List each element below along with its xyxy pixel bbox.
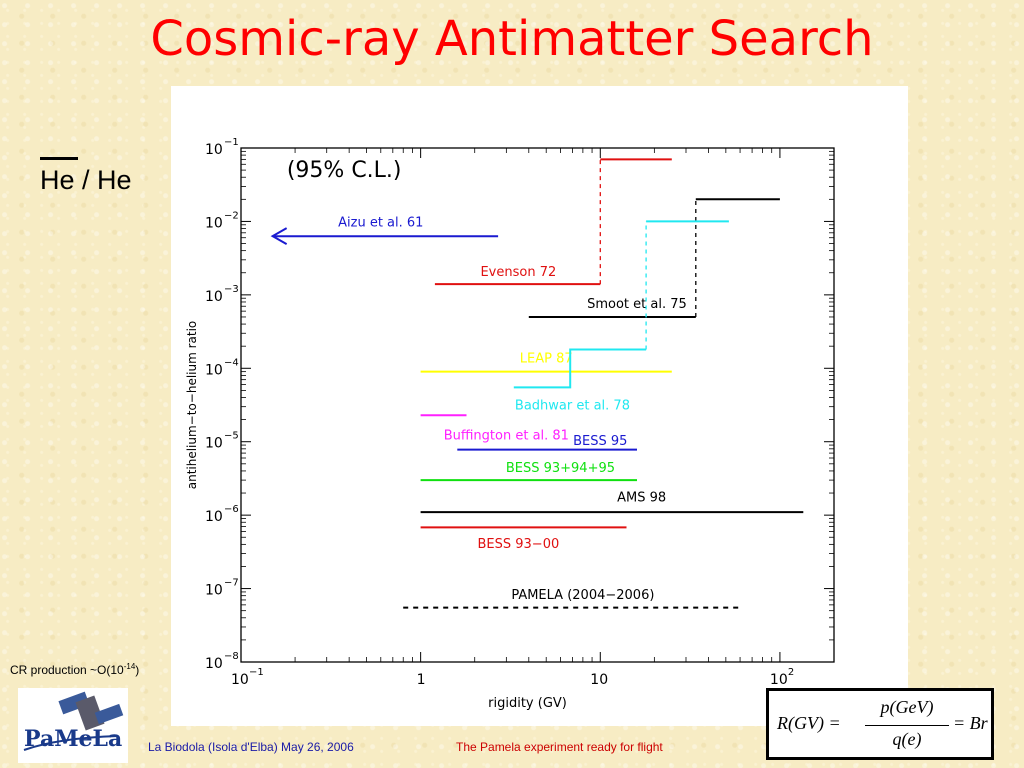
x-tick-label: 10 [590,672,608,688]
y-tick-label: 10 [205,289,223,305]
series-ams-98-label: AMS 98 [617,490,666,505]
cr-production-note: CR production ~O(10-14) [10,662,139,677]
x-tick-exponent: −1 [249,667,264,678]
slide-title: Cosmic-ray Antimatter Search [150,11,874,67]
y-tick-exponent: −6 [224,504,239,515]
cr-production-text: CR production ~O(10 [10,663,124,677]
y-tick-label: 10 [205,656,223,672]
y-tick-exponent: −7 [224,578,239,589]
series-aizu-et-al-61-arrow [270,227,288,246]
x-tick-label: 1 [417,672,426,688]
x-tick-label: 10 [770,672,788,688]
y-tick-label: 10 [205,509,223,525]
x-axis-label: rigidity (GV) [488,696,567,711]
y-tick-exponent: −8 [224,651,239,662]
cr-production-exponent: -14 [123,662,136,671]
plot-frame [240,147,835,663]
antihelium-overline [40,157,78,160]
y-tick-exponent: −3 [224,284,239,295]
formula-fraction-bar [865,725,949,726]
y-tick-label: 10 [205,142,223,158]
series-evenson-72-label: Evenson 72 [480,265,556,280]
footer-talk-title: The Pamela experiment ready for flight [456,740,663,754]
series-bess-95-label: BESS 95 [573,434,627,449]
series-bess-93-94-95-label: BESS 93+94+95 [506,461,615,476]
series-badhwar-et-al-78-line [513,348,647,389]
series-pamela-2004-2006-label: PAMELA (2004−2006) [511,588,654,603]
footer-conference: La Biodola (Isola d'Elba) May 26, 2006 [148,740,354,754]
y-tick-label: 10 [205,215,223,231]
formula-lhs: R(GV) = [777,713,841,733]
x-tick-label: 10 [231,672,249,688]
formula-rhs: = Br [953,713,988,733]
series-buffington-et-al-81-label: Buffington et al. 81 [444,429,569,444]
confidence-level-note: (95% C.L.) [287,158,402,183]
rigidity-formula: R(GV) = p(GeV) q(e) = Br [766,688,994,760]
series-smoot-et-al-75-label: Smoot et al. 75 [587,297,687,312]
y-tick-label: 10 [205,362,223,378]
y-tick-exponent: −5 [224,431,239,442]
plot-panel: 10 −1 10 −2 10 −3 10 −4 10 −5 10 −6 10 −7 10 −8 10 −1 1 10 1… [171,86,908,726]
ratio-label: He / He [40,165,132,195]
x-tick-exponent: 2 [788,667,794,678]
y-axis-label: antihelium−to−helium ratio [185,321,199,490]
y-tick-exponent: −4 [224,357,239,368]
satellite-icon [58,691,124,731]
cr-production-close: ) [135,663,140,677]
y-tick-label: 10 [205,583,223,599]
formula-numerator: p(GeV) [880,697,934,717]
y-tick-label: 10 [205,436,223,452]
series-badhwar-et-al-78-label: Badhwar et al. 78 [515,399,630,414]
formula-denominator: q(e) [892,729,922,749]
pamela-logo: PaMeLa [18,688,128,763]
series-bess-93-00-label: BESS 93−00 [478,537,560,552]
y-tick-exponent: −2 [224,210,239,221]
y-tick-exponent: −1 [224,137,239,148]
chart: 10 −110 −210 −310 −410 −510 −610 −710 −810 −1 1 10 1… [185,137,835,711]
series-aizu-et-al-61-label: Aizu et al. 61 [338,215,423,230]
series-leap-87-label: LEAP 87 [520,352,573,367]
